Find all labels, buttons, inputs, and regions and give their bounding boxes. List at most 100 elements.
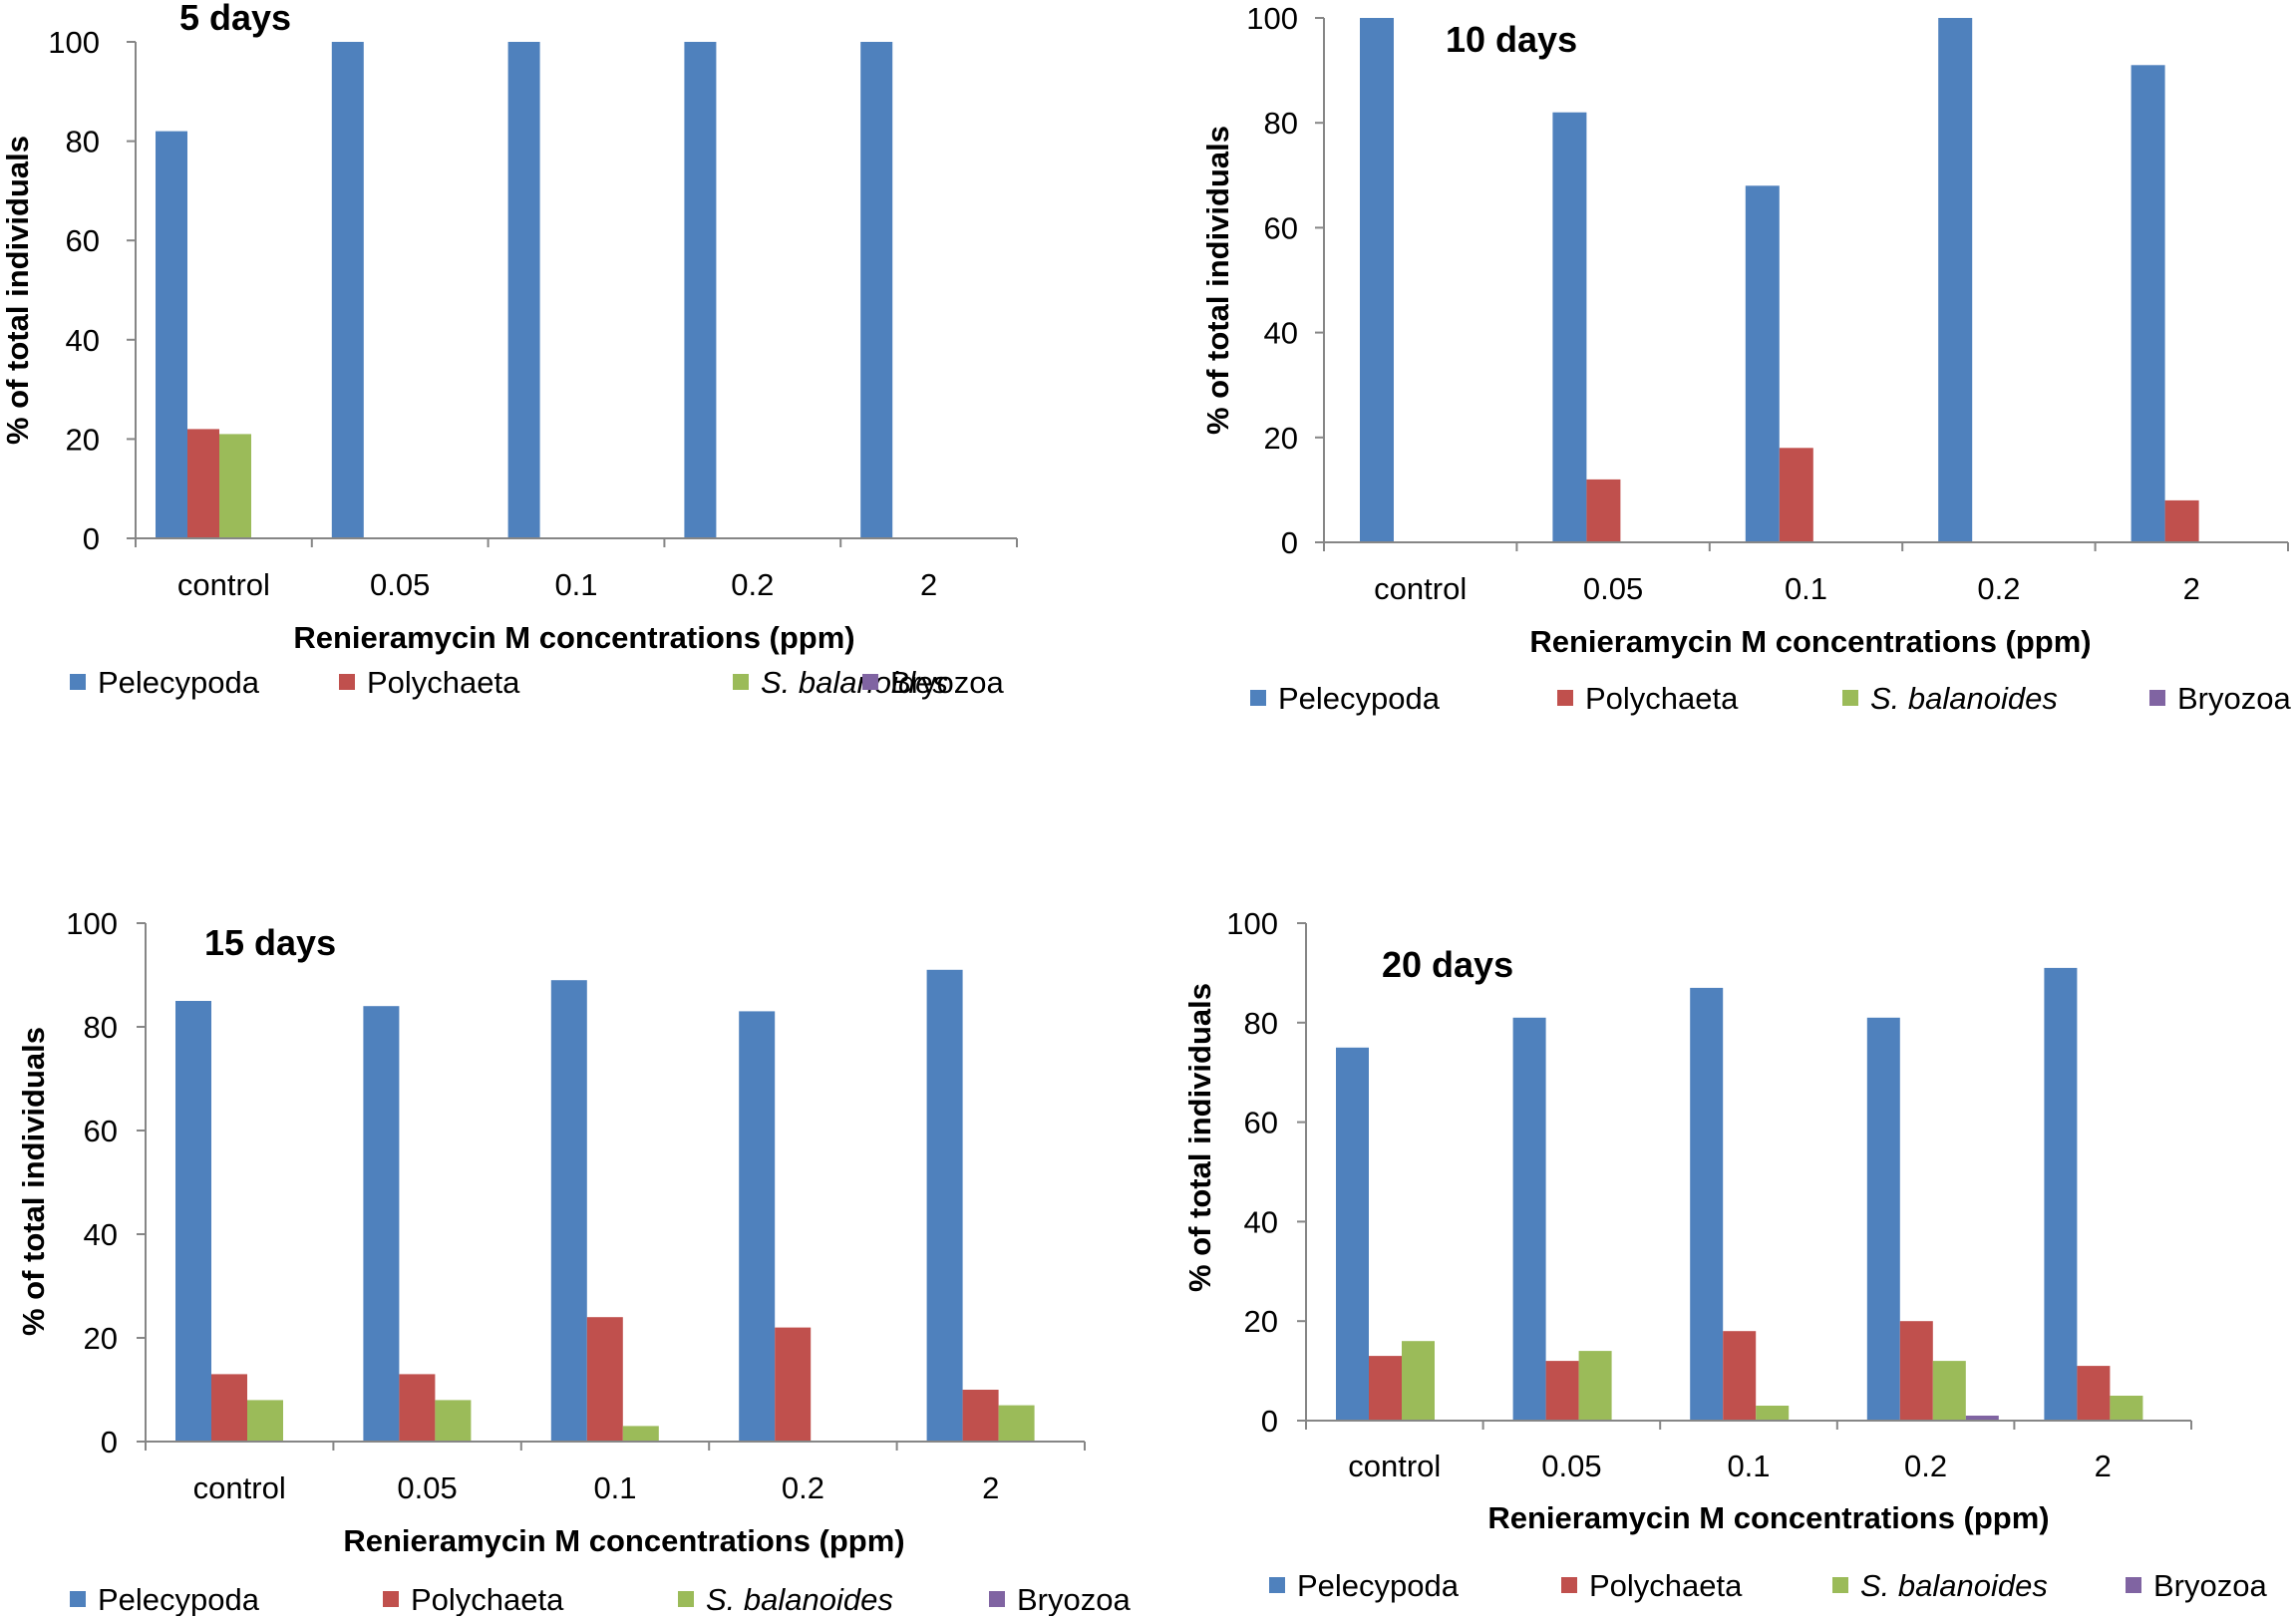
x-tick-label: 0.05 bbox=[1541, 1449, 1601, 1483]
legend-label: Pelecypoda bbox=[98, 1582, 260, 1616]
bar-s-balanoides-0_1 bbox=[1756, 1406, 1790, 1421]
y-tick-label: 40 bbox=[1264, 316, 1298, 351]
y-tick-label: 0 bbox=[1281, 525, 1298, 560]
y-axis-title: % of total individuals bbox=[1182, 983, 1217, 1292]
x-axis-title: Renieramycin M concentrations (ppm) bbox=[343, 1523, 904, 1558]
legend-swatch bbox=[989, 1591, 1005, 1607]
x-tick-label: 2 bbox=[920, 567, 937, 602]
bar-polychaeta-control bbox=[1369, 1356, 1402, 1421]
legend-swatch bbox=[383, 1591, 399, 1607]
legend-swatch bbox=[70, 1591, 86, 1607]
bar-pelecypoda-control bbox=[175, 1001, 211, 1442]
bar-polychaeta-0_1 bbox=[1723, 1331, 1757, 1421]
x-axis-title: Renieramycin M concentrations (ppm) bbox=[1487, 1500, 2049, 1535]
legend-label: Bryozoa bbox=[1017, 1582, 1131, 1616]
bar-pelecypoda-0_05 bbox=[331, 42, 364, 538]
legend-label: Pelecypoda bbox=[98, 665, 260, 700]
chart-title: 20 days bbox=[1382, 944, 1513, 985]
bar-pelecypoda-2 bbox=[860, 42, 893, 538]
bar-polychaeta-2 bbox=[962, 1390, 999, 1442]
y-tick-label: 60 bbox=[66, 223, 100, 258]
y-tick-label: 40 bbox=[1244, 1204, 1278, 1239]
bar-s-balanoides-control bbox=[1402, 1341, 1435, 1421]
bar-polychaeta-0_1 bbox=[586, 1317, 623, 1442]
legend-label: Polychaeta bbox=[1585, 681, 1739, 716]
y-tick-label: 100 bbox=[66, 906, 118, 941]
bar-pelecypoda-2 bbox=[926, 969, 963, 1442]
y-tick-label: 100 bbox=[1246, 1, 1298, 36]
y-tick-label: 100 bbox=[48, 25, 100, 60]
y-tick-label: 80 bbox=[84, 1010, 118, 1045]
bar-pelecypoda-0_05 bbox=[1512, 1017, 1546, 1421]
bar-pelecypoda-0_1 bbox=[1745, 185, 1780, 543]
bar-pelecypoda-0_1 bbox=[507, 42, 540, 538]
bar-s-balanoides-0_2 bbox=[1932, 1361, 1966, 1421]
legend-label: Bryozoa bbox=[890, 665, 1004, 700]
bar-pelecypoda-0_2 bbox=[1866, 1017, 1900, 1421]
y-tick-label: 80 bbox=[1264, 106, 1298, 141]
bar-pelecypoda-0_1 bbox=[550, 980, 587, 1442]
legend-label: S. balanoides bbox=[1870, 681, 2058, 716]
bar-s-balanoides-0_05 bbox=[435, 1400, 472, 1442]
bar-pelecypoda-0_05 bbox=[1552, 112, 1587, 542]
bar-polychaeta-0_05 bbox=[1586, 479, 1621, 542]
y-axis-title: % of total individuals bbox=[1200, 126, 1235, 435]
bar-pelecypoda-0_1 bbox=[1690, 987, 1724, 1421]
legend-swatch bbox=[1832, 1577, 1848, 1593]
chart-title: 10 days bbox=[1446, 19, 1577, 60]
legend-swatch bbox=[862, 674, 878, 690]
x-tick-label: 0.2 bbox=[782, 1470, 824, 1505]
bar-pelecypoda-control bbox=[1360, 18, 1394, 542]
legend-label: S. balanoides bbox=[706, 1582, 893, 1616]
x-tick-label: 0.2 bbox=[1904, 1449, 1947, 1483]
y-tick-label: 60 bbox=[1264, 210, 1298, 245]
bar-pelecypoda-0_05 bbox=[363, 1006, 400, 1442]
legend-label: Pelecypoda bbox=[1278, 681, 1441, 716]
legend-label: Polychaeta bbox=[367, 665, 520, 700]
legend-label: Polychaeta bbox=[411, 1582, 564, 1616]
y-tick-label: 60 bbox=[1244, 1106, 1278, 1140]
x-tick-label: 0.2 bbox=[731, 567, 774, 602]
x-tick-label: 0.1 bbox=[1785, 571, 1827, 606]
legend-label: Polychaeta bbox=[1589, 1568, 1743, 1603]
x-tick-label: control bbox=[193, 1470, 286, 1505]
bar-s-balanoides-2 bbox=[998, 1405, 1035, 1442]
legend: Pelecypoda Polychaeta S. balanoides Bryozoa bbox=[70, 1582, 1131, 1617]
x-tick-label: control bbox=[1348, 1449, 1441, 1483]
legend-swatch bbox=[1557, 690, 1573, 706]
bar-s-balanoides-control bbox=[219, 434, 251, 538]
chart-panel-4: 0 20 40 60 80 100 control 0.05 0.1 0.2 2 20 days % o… bbox=[1182, 906, 2267, 1603]
bar-polychaeta-0_05 bbox=[1545, 1361, 1579, 1421]
bar-pelecypoda-2 bbox=[2044, 967, 2078, 1421]
chart-panel-3: 0 20 40 60 80 100 control 0.05 0.1 0.2 2 15 days % o… bbox=[16, 906, 1131, 1617]
bar-s-balanoides-control bbox=[247, 1400, 283, 1442]
y-tick-label: 0 bbox=[101, 1425, 118, 1459]
chart-title: 5 days bbox=[179, 0, 291, 38]
y-tick-label: 20 bbox=[1244, 1304, 1278, 1339]
legend-swatch bbox=[2149, 690, 2165, 706]
bar-s-balanoides-0_1 bbox=[622, 1426, 659, 1442]
y-tick-label: 0 bbox=[83, 521, 100, 556]
x-tick-label: 0.05 bbox=[1583, 571, 1643, 606]
y-tick-label: 20 bbox=[84, 1321, 118, 1356]
bar-pelecypoda-control bbox=[156, 131, 187, 538]
x-tick-label: 0.2 bbox=[1977, 571, 2020, 606]
bar-pelecypoda-0_2 bbox=[739, 1011, 776, 1442]
legend-label: S. balanoides bbox=[1860, 1568, 2048, 1603]
bar-polychaeta-2 bbox=[2164, 499, 2199, 542]
x-tick-label: 0.05 bbox=[370, 567, 430, 602]
y-tick-label: 20 bbox=[1264, 421, 1298, 456]
legend-label: Bryozoa bbox=[2153, 1568, 2267, 1603]
bar-s-balanoides-0_05 bbox=[1578, 1351, 1612, 1421]
x-axis-title: Renieramycin M concentrations (ppm) bbox=[293, 620, 854, 655]
bar-polychaeta-2 bbox=[2077, 1366, 2111, 1421]
x-tick-label: 0.1 bbox=[554, 567, 597, 602]
y-tick-label: 80 bbox=[1244, 1006, 1278, 1041]
bar-polychaeta-0_1 bbox=[1779, 448, 1813, 542]
y-tick-label: 40 bbox=[84, 1217, 118, 1252]
y-tick-label: 20 bbox=[66, 422, 100, 457]
